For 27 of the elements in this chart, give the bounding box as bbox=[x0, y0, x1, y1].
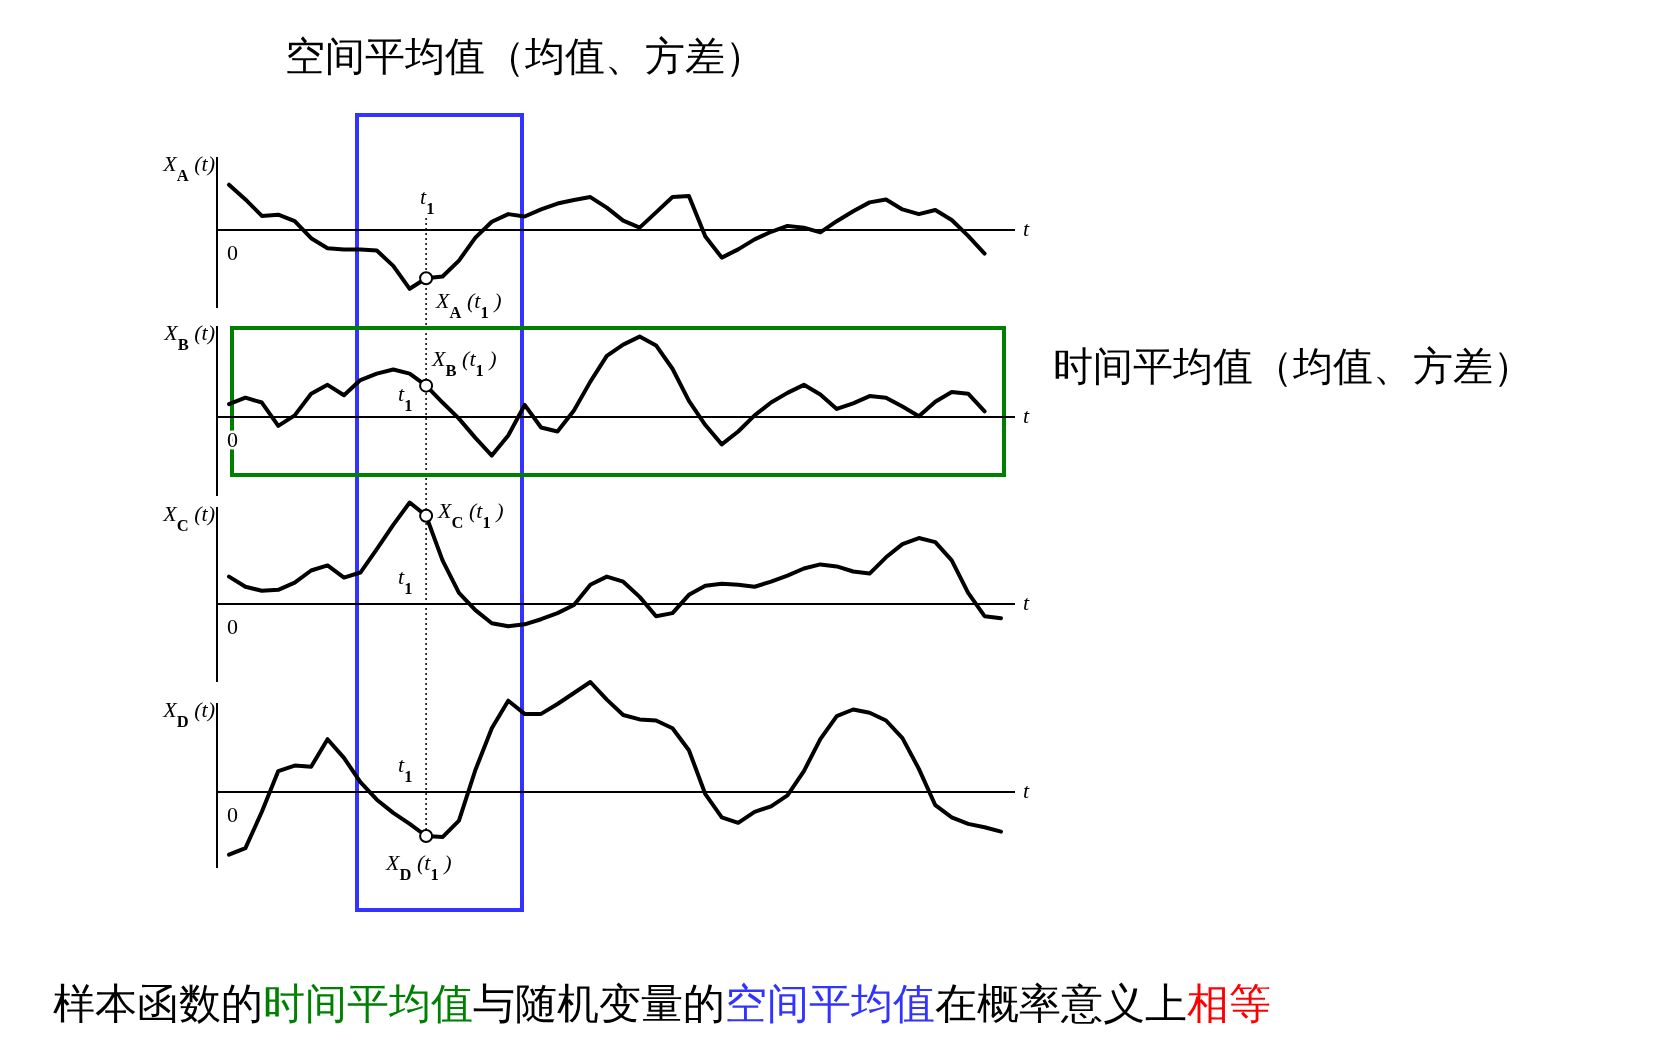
text: 相等 bbox=[1187, 979, 1271, 1028]
x-axis-title: t bbox=[1023, 778, 1030, 803]
text: 时间平均值 bbox=[263, 979, 473, 1028]
text: 与随机变量的 bbox=[473, 979, 725, 1028]
annotation: X$_{B}$(t$_{1}$) bbox=[431, 345, 497, 380]
text: 时间平均值（均值、方差） bbox=[1053, 343, 1533, 389]
x-axis-title: t bbox=[1023, 403, 1030, 428]
annotation: t$_{1}$ bbox=[398, 564, 413, 598]
annotation: 0 bbox=[227, 240, 238, 265]
annotation: X$_{A}$(t$_{1}$) bbox=[435, 288, 502, 322]
annotation: 0 bbox=[227, 614, 238, 639]
y-axis-title: X$_{A}$(t) bbox=[162, 151, 215, 185]
annotation: t$_{1}$ bbox=[420, 184, 435, 218]
annotation: X$_{D}$(t$_{1}$) bbox=[385, 850, 452, 884]
chart-title: 空间平均值（均值、方差） bbox=[285, 33, 765, 79]
text: 在概率意义上 bbox=[935, 979, 1187, 1028]
annotation: t$_{1}$ bbox=[398, 752, 413, 786]
annotation: 0 bbox=[227, 802, 238, 827]
y-axis-title: X$_{B}$(t) bbox=[163, 320, 215, 354]
annotation: X$_{C}$(t$_{1}$) bbox=[437, 497, 504, 532]
x-axis-title: t bbox=[1023, 216, 1030, 241]
y-axis-title: X$_{D}$(t) bbox=[162, 697, 215, 731]
y-axis-title: X$_{C}$(t) bbox=[162, 501, 215, 535]
annotation: t$_{1}$ bbox=[398, 381, 413, 415]
x-axis-title: t bbox=[1023, 590, 1030, 615]
text: 样本函数的 bbox=[53, 979, 263, 1028]
text: 空间平均值 bbox=[725, 979, 935, 1028]
